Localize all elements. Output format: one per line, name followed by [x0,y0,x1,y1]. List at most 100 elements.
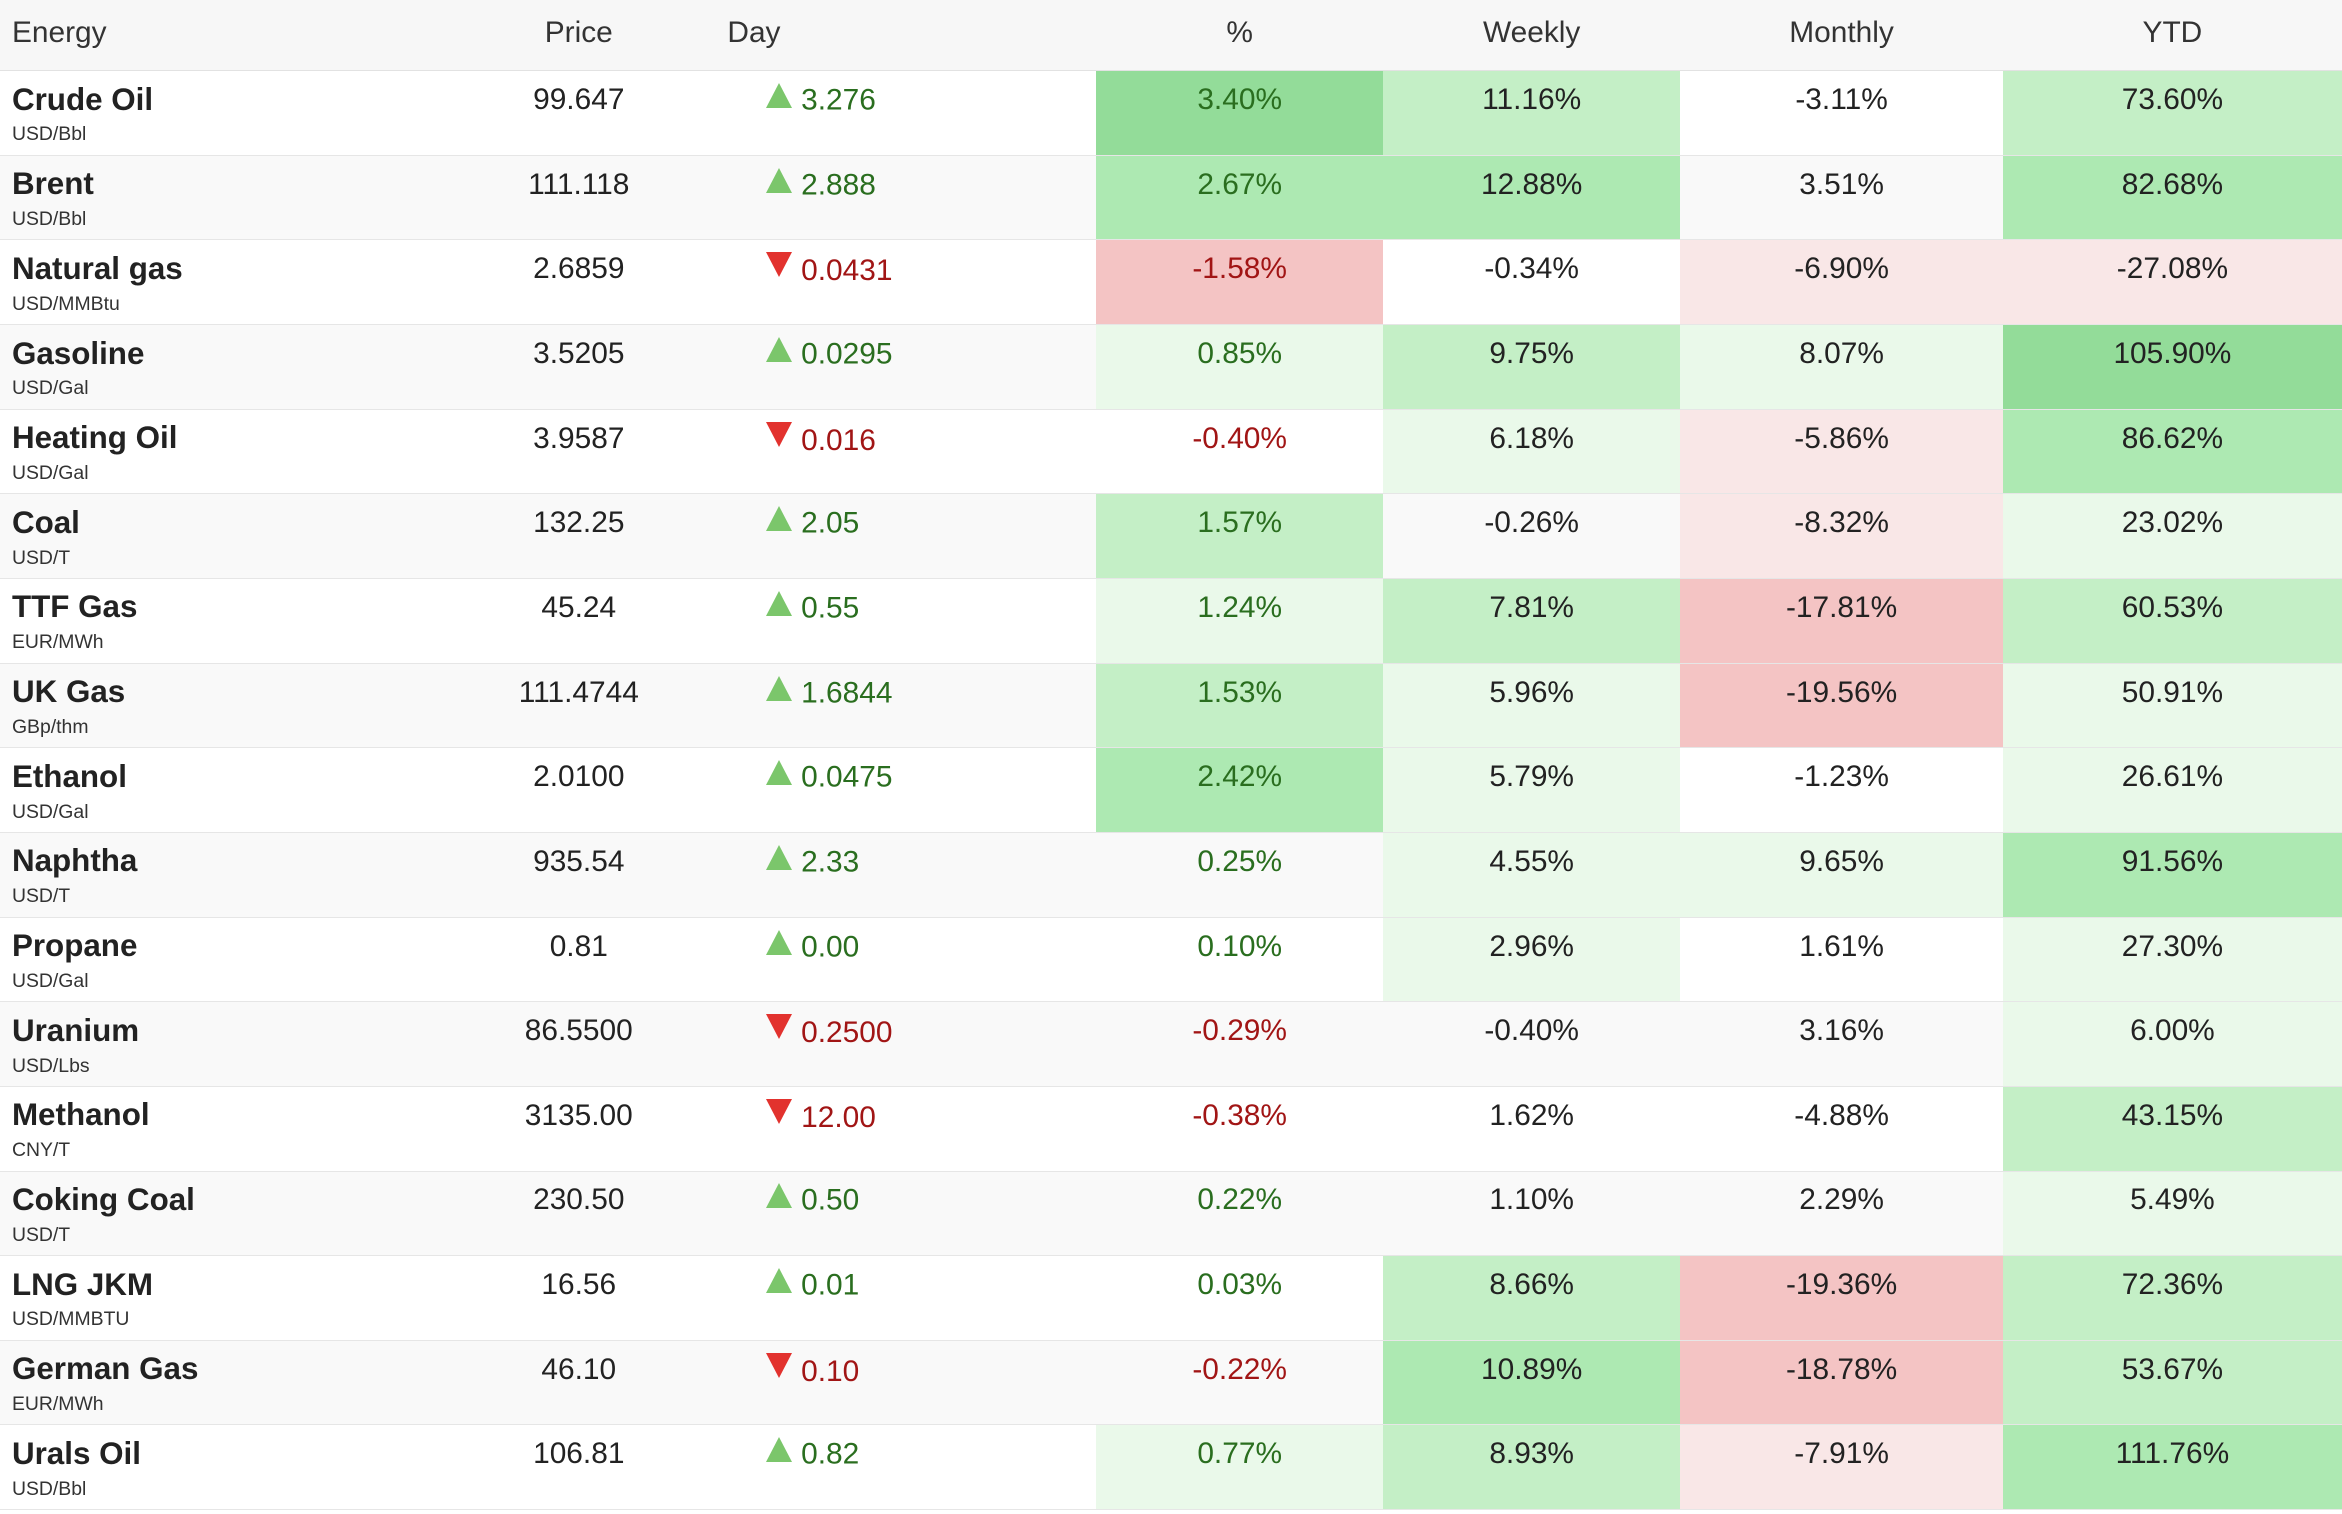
monthly-change-cell: 2.29% [1799,1183,1884,1217]
weekly-change-cell: 1.10% [1489,1183,1574,1217]
table-row[interactable]: Coking Coal USD/T 230.50 0.50 0.22% 1.10% 2.29… [0,1171,2342,1257]
day-change-value: 2.05 [801,506,860,540]
price-cell: 45.24 [541,590,617,624]
table-row[interactable]: German Gas EUR/MWh 46.10 0.10 -0.22% 10.89% -1… [0,1340,2342,1426]
commodity-name-link[interactable]: UK Gas [11,674,126,710]
commodity-name-link[interactable]: German Gas [11,1351,199,1387]
commodity-unit: USD/T [11,885,71,908]
weekly-change-cell: 9.75% [1383,325,1681,409]
percent-change-cell: -0.22% [1192,1352,1287,1386]
day-change-value: 0.2500 [801,1016,893,1050]
table-row[interactable]: Uranium USD/Lbs 86.5500 0.2500 -0.29% -0.40% 3… [0,1002,2342,1087]
ytd-change-cell: 5.49% [2002,1171,2342,1256]
monthly-change-cell: -5.86% [1680,409,2003,494]
day-change-value: 0.0431 [801,254,893,288]
triangle-up-icon [766,929,793,955]
commodity-name-link[interactable]: Natural gas [11,250,183,286]
day-change-value: 3.276 [801,83,876,117]
commodity-cell: Gasoline USD/Gal [0,325,448,409]
table-row[interactable]: Gasoline USD/Gal 3.5205 0.0295 0.85% 9.75% 8.0… [0,325,2342,410]
commodity-unit: USD/Bbl [11,208,87,231]
commodity-cell: UK Gas GBp/thm [0,664,448,748]
percent-change-cell: 0.10% [1197,929,1282,963]
monthly-change-cell: -7.91% [1680,1425,2003,1510]
monthly-change-cell: 3.51% [1799,167,1884,201]
table-row[interactable]: TTF Gas EUR/MWh 45.24 0.55 1.24% 7.81% -17.81%… [0,579,2342,664]
table-row[interactable]: LNG JKM USD/MMBTU 16.56 0.01 0.03% 8.66% -19.3… [0,1256,2342,1341]
price-cell: 99.647 [533,83,625,117]
column-header-ytd[interactable]: YTD [2142,16,2203,49]
table-row[interactable]: Brent USD/Bbl 111.118 2.888 2.67% 12.88% 3.51%… [0,155,2342,241]
column-header-price[interactable]: Price [544,16,613,49]
ytd-change-cell: 105.90% [2002,325,2342,409]
percent-change-cell: -0.40% [1192,421,1287,455]
weekly-change-cell: -0.26% [1484,506,1579,540]
triangle-down-icon [766,1014,793,1039]
percent-change-cell: 0.85% [1096,325,1384,409]
percent-change-cell: 0.25% [1197,844,1282,878]
commodity-cell: Heating Oil USD/Gal [0,410,448,494]
column-header-weekly[interactable]: Weekly [1482,16,1581,49]
commodity-name-link[interactable]: Propane [11,928,138,964]
commodity-name-link[interactable]: Gasoline [11,335,145,371]
table-row[interactable]: Methanol CNY/T 3135.00 12.00 -0.38% 1.62% -4.8… [0,1086,2342,1172]
weekly-change-cell: 12.88% [1383,155,1681,240]
table-row[interactable]: Coal USD/T 132.25 2.05 1.57% -0.26% -8.32% 23.0… [0,494,2342,580]
ytd-change-cell: 23.02% [2002,494,2342,579]
commodity-name-link[interactable]: LNG JKM [11,1266,154,1302]
commodity-unit: USD/Gal [11,969,89,992]
ytd-change-cell: 82.68% [2002,155,2342,240]
table-row[interactable]: UK Gas GBp/thm 111.4744 1.6844 1.53% 5.96% -19… [0,663,2342,749]
commodity-unit: USD/MMBTU [11,1308,130,1331]
commodity-name-link[interactable]: Urals Oil [11,1435,141,1471]
table-row[interactable]: Crude Oil USD/Bbl 99.647 3.276 3.40% 11.16% -3… [0,71,2342,156]
commodity-unit: USD/Gal [11,462,89,485]
column-header-energy[interactable]: Energy [11,16,107,49]
weekly-change-cell: 5.79% [1383,748,1681,832]
day-change-value: 0.0295 [801,337,893,371]
table-row[interactable]: Urals Oil USD/Bbl 106.81 0.82 0.77% 8.93% -7.9… [0,1425,2342,1511]
commodity-name-link[interactable]: Methanol [11,1097,150,1133]
commodity-name-link[interactable]: Heating Oil [11,420,178,456]
monthly-change-cell: -3.11% [1795,83,1888,117]
ytd-change-cell: 91.56% [2002,832,2342,917]
table-header-row: Energy Price Day % Weekly Monthly YTD [0,0,2342,72]
triangle-up-icon [766,591,793,616]
day-change-value: 12.00 [801,1100,876,1134]
commodity-name-link[interactable]: Ethanol [11,758,127,794]
percent-change-cell: 1.24% [1096,579,1384,663]
price-cell: 46.10 [541,1352,617,1386]
day-change-cell: 0.0475 [709,748,1096,832]
table-row[interactable]: Natural gas USD/MMBtu 2.6859 0.0431 -1.58% -0… [0,240,2342,326]
price-cell: 3.9587 [533,421,625,455]
day-change-value: 0.55 [801,591,860,625]
table-row[interactable]: Naphtha USD/T 935.54 2.33 0.25% 4.55% 9.65% 91.… [0,832,2342,918]
column-header-percent[interactable]: % [1226,16,1253,49]
triangle-down-icon [766,1352,793,1378]
commodity-name-link[interactable]: Coal [11,504,80,540]
day-change-cell: 0.50 [709,1172,1096,1256]
table-row[interactable]: Heating Oil USD/Gal 3.9587 0.016 -0.40% 6.18%… [0,409,2342,495]
commodity-name-link[interactable]: Coking Coal [11,1181,195,1217]
triangle-down-icon [766,421,793,447]
column-header-day[interactable]: Day [727,16,781,49]
day-change-value: 1.6844 [801,676,893,710]
commodity-cell: Crude Oil USD/Bbl [0,71,448,155]
column-header-monthly[interactable]: Monthly [1789,16,1894,49]
commodity-name-link[interactable]: Brent [11,166,94,202]
day-change-value: 0.016 [801,423,876,457]
triangle-up-icon [766,337,793,363]
day-change-cell: 0.82 [709,1425,1096,1509]
commodity-name-link[interactable]: Naphtha [11,843,138,879]
monthly-change-cell: -17.81% [1680,579,2003,663]
table-row[interactable]: Propane USD/Gal 0.81 0.00 0.10% 2.96% 1.61% 27.… [0,917,2342,1003]
commodity-name-link[interactable]: Uranium [11,1012,140,1048]
price-cell: 2.6859 [533,252,625,286]
table-row[interactable]: Ethanol USD/Gal 2.0100 0.0475 2.42% 5.79% -1.2… [0,748,2342,833]
commodity-name-link[interactable]: TTF Gas [11,589,138,625]
commodity-cell: Uranium USD/Lbs [0,1002,448,1086]
price-cell: 0.81 [549,929,608,963]
commodity-name-link[interactable]: Crude Oil [11,81,154,117]
price-cell: 111.118 [528,167,630,201]
